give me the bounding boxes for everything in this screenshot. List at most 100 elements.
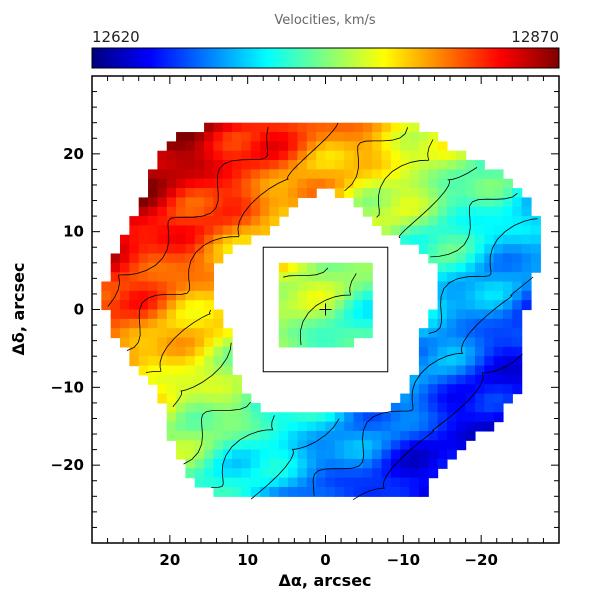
velocity-pixel: [474, 253, 485, 264]
velocity-pixel: [362, 468, 373, 479]
velocity-pixel: [157, 393, 168, 404]
velocity-pixel: [120, 300, 130, 311]
velocity-pixel: [437, 281, 448, 292]
velocity-pixel: [428, 468, 439, 479]
velocity-pixel: [204, 206, 215, 217]
velocity-pixel: [381, 141, 392, 152]
velocity-pixel: [288, 281, 299, 292]
velocity-pixel: [194, 430, 205, 441]
velocity-pixel: [353, 197, 364, 208]
velocity-pixel: [204, 197, 215, 208]
velocity-pixel: [353, 412, 364, 423]
velocity-pixel: [185, 290, 196, 301]
velocity-pixel: [260, 178, 271, 189]
velocity-pixel: [297, 421, 308, 432]
velocity-pixel: [484, 197, 495, 208]
velocity-pixel: [484, 234, 495, 245]
velocity-pixel: [362, 169, 373, 180]
velocity-pixel: [493, 346, 504, 357]
x-tick-label: −10: [387, 551, 420, 569]
velocity-pixel: [512, 328, 523, 339]
velocity-pixel: [241, 141, 252, 152]
velocity-pixel: [372, 197, 383, 208]
velocity-pixel: [250, 486, 261, 497]
velocity-pixel: [129, 318, 140, 329]
velocity-pixel: [297, 160, 308, 170]
velocity-pixel: [232, 421, 243, 432]
velocity-pixel: [344, 468, 355, 479]
velocity-pixel: [222, 197, 233, 208]
velocity-pixel: [138, 318, 149, 329]
velocity-pixel: [176, 262, 186, 273]
velocity-pixel: [428, 197, 439, 208]
velocity-pixel: [316, 122, 327, 133]
velocity-pixel: [409, 458, 420, 469]
velocity-pixel: [232, 477, 243, 488]
velocity-pixel: [166, 393, 177, 404]
velocity-pixel: [502, 356, 513, 367]
velocity-pixel: [353, 449, 364, 460]
velocity-pixel: [325, 160, 336, 170]
velocity-pixel: [157, 188, 168, 199]
velocity-pixel: [316, 449, 327, 460]
velocity-pixel: [456, 440, 467, 451]
velocity-pixel: [288, 458, 299, 469]
velocity-pixel: [278, 468, 289, 479]
velocity-pixel: [278, 290, 289, 301]
velocity-pixel: [437, 244, 448, 255]
velocity-pixel: [204, 300, 215, 311]
velocity-pixel: [316, 132, 327, 142]
contour-line: [299, 273, 357, 345]
velocity-pixel: [502, 346, 513, 357]
velocity-pixel: [437, 393, 448, 404]
velocity-pixel: [260, 458, 271, 469]
velocity-pixel: [456, 206, 467, 217]
velocity-pixel: [428, 169, 439, 180]
velocity-pixel: [269, 412, 280, 423]
velocity-pixel: [166, 281, 177, 292]
velocity-pixel: [250, 477, 261, 488]
velocity-pixel: [409, 468, 420, 479]
velocity-pixel: [176, 178, 186, 189]
velocity-pixel: [288, 477, 299, 488]
velocity-pixel: [166, 225, 177, 236]
velocity-pixel: [232, 458, 243, 469]
velocity-pixel: [465, 412, 476, 423]
velocity-pixel: [362, 477, 373, 488]
velocity-pixel: [474, 374, 485, 385]
velocity-pixel: [362, 309, 373, 320]
velocity-pixel: [456, 318, 467, 329]
velocity-pixel: [204, 365, 215, 376]
velocity-pixel: [437, 318, 448, 329]
velocity-pixel: [493, 318, 504, 329]
velocity-pixel: [409, 132, 420, 142]
velocity-pixel: [306, 468, 317, 479]
velocity-pixel: [204, 290, 215, 301]
velocity-pixel: [194, 160, 205, 170]
velocity-pixel: [512, 206, 523, 217]
velocity-pixel: [353, 281, 364, 292]
velocity-pixel: [325, 281, 336, 292]
velocity-pixel: [493, 309, 504, 320]
velocity-pixel: [493, 393, 504, 404]
velocity-pixel: [512, 225, 523, 236]
velocity-pixel: [502, 225, 513, 236]
velocity-pixel: [502, 374, 513, 385]
y-axis-title: Δδ, arcsec: [9, 262, 28, 355]
velocity-pixel: [306, 477, 317, 488]
velocity-pixel: [344, 141, 355, 152]
velocity-pixel: [409, 374, 420, 385]
velocity-pixel: [232, 430, 243, 441]
velocity-pixel: [204, 318, 215, 329]
velocity-pixel: [288, 141, 299, 152]
velocity-pixel: [316, 430, 327, 441]
velocity-pixel: [521, 244, 532, 255]
velocity-pixel: [372, 421, 383, 432]
velocity-pixel: [409, 440, 420, 451]
velocity-pixel: [316, 169, 327, 180]
velocity-pixel: [418, 141, 429, 152]
velocity-pixel: [278, 169, 289, 180]
velocity-pixel: [474, 412, 485, 423]
velocity-pixel: [110, 318, 121, 329]
velocity-pixel: [138, 290, 149, 301]
